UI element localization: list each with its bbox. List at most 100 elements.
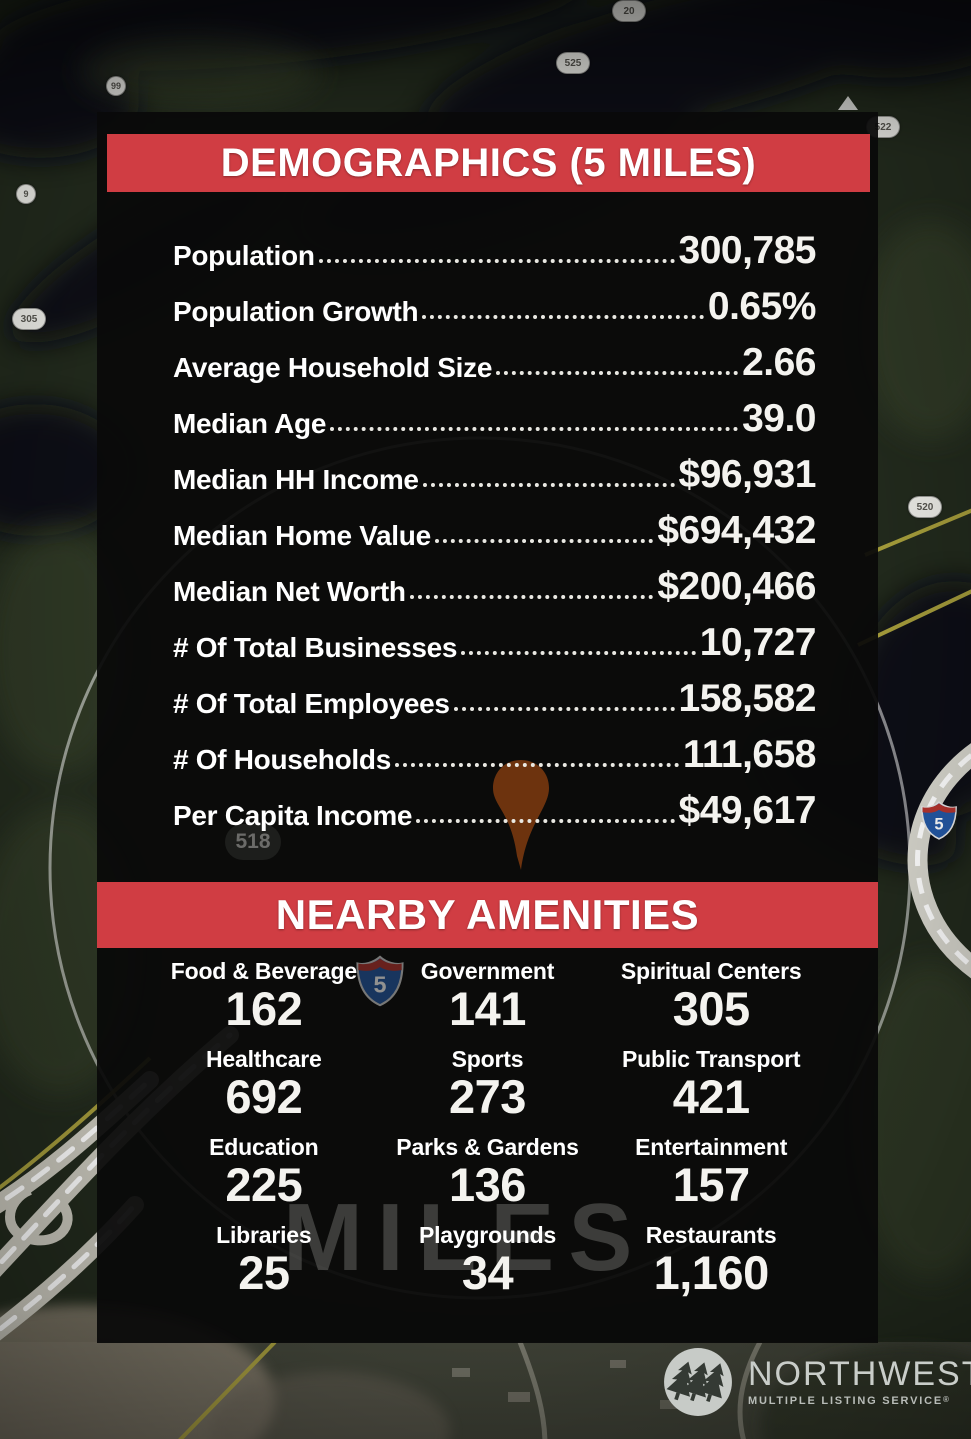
highway-badge-525: 525 — [556, 52, 590, 74]
map-pin-bleed-icon — [493, 760, 549, 870]
interstate-number: 5 — [374, 972, 387, 998]
amenity-food-beverage: Food & Beverage 162 — [152, 958, 376, 1046]
nwmls-logo-text: NORTHWEST MULTIPLE LISTING SERVICE® — [748, 1357, 971, 1407]
nwmls-trees-icon — [664, 1348, 732, 1416]
highway-badge-305: 305 — [12, 308, 46, 330]
amenity-count: 225 — [225, 1158, 303, 1212]
dotted-leader — [422, 315, 704, 319]
demo-row-total-businesses: # Of Total Businesses 10,727 — [173, 606, 817, 662]
map-marker-tip — [838, 96, 858, 110]
dotted-leader — [434, 539, 654, 543]
amenity-count: 273 — [449, 1070, 526, 1124]
amenity-label: Libraries — [216, 1222, 312, 1248]
registered-mark: ® — [942, 1395, 951, 1404]
amenity-healthcare: Healthcare 692 — [152, 1046, 376, 1134]
demo-label: Population Growth — [173, 296, 419, 327]
demo-label: Median HH Income — [173, 464, 419, 495]
amenity-label: Public Transport — [622, 1046, 801, 1072]
dotted-leader — [409, 595, 654, 599]
demo-value: 2.66 — [742, 341, 816, 384]
amenity-public-transport: Public Transport 421 — [599, 1046, 823, 1134]
demo-value: $96,931 — [678, 453, 817, 496]
map-bottom-urban-band — [0, 1305, 971, 1439]
nwmls-tagline-text: MULTIPLE LISTING SERVICE — [748, 1395, 943, 1407]
highway-badge-9: 9 — [16, 184, 36, 204]
highway-badge-518-bleed: 518 — [225, 824, 281, 860]
demographics-list: Population 300,785 Population Growth 0.6… — [173, 214, 817, 832]
amenities-title: NEARBY AMENITIES — [275, 891, 700, 938]
amenity-count: 157 — [672, 1158, 750, 1212]
demo-label: # Of Households — [173, 744, 391, 775]
amenities-grid: Food & Beverage 162 Government 141 Spiri… — [152, 958, 823, 1310]
amenity-sports: Sports 273 — [376, 1046, 600, 1134]
amenities-banner: NEARBY AMENITIES — [97, 882, 878, 948]
demo-value: 158,582 — [678, 677, 817, 720]
dotted-leader — [394, 763, 679, 767]
demo-value: 0.65% — [707, 285, 817, 328]
amenity-label: Parks & Gardens — [396, 1134, 579, 1160]
highway-badge-99: 99 — [106, 76, 126, 96]
interstate-shield-icon: 5 — [921, 801, 957, 840]
amenity-label: Government — [420, 958, 555, 984]
amenity-count: 141 — [449, 982, 526, 1036]
amenity-libraries: Libraries 25 — [152, 1222, 376, 1310]
amenity-spiritual-centers: Spiritual Centers 305 — [599, 958, 823, 1046]
demo-row-households: # Of Households 111,658 — [173, 718, 817, 776]
demo-value: $694,432 — [657, 509, 816, 552]
amenity-label: Spiritual Centers — [620, 958, 802, 984]
demographics-title: DEMOGRAPHICS (5 MILES) — [220, 140, 757, 185]
demo-label: Population — [173, 240, 315, 271]
dotted-leader — [416, 819, 675, 823]
amenity-government: Government 141 — [376, 958, 600, 1046]
amenity-label: Education — [209, 1134, 319, 1160]
demo-value: $49,617 — [678, 789, 817, 832]
amenity-count: 305 — [672, 982, 750, 1036]
dotted-leader — [330, 427, 739, 431]
amenity-label: Restaurants — [645, 1222, 777, 1248]
demo-value: $200,466 — [657, 565, 816, 608]
amenity-label: Sports — [451, 1046, 524, 1072]
amenity-entertainment: Entertainment 157 — [599, 1134, 823, 1222]
dotted-leader — [496, 371, 739, 375]
nwmls-logo: NORTHWEST MULTIPLE LISTING SERVICE® — [662, 1346, 971, 1418]
interstate-5-shield-bleed-icon: 5 — [356, 955, 404, 1007]
demo-label: Median Home Value — [173, 520, 431, 551]
demo-row-median-age: Median Age 39.0 — [173, 382, 816, 438]
amenity-count: 421 — [672, 1070, 750, 1124]
nwmls-tagline: MULTIPLE LISTING SERVICE® — [748, 1396, 971, 1407]
highway-badge-520: 520 — [908, 496, 942, 518]
demo-label: # Of Total Employees — [173, 688, 450, 719]
demo-value: 300,785 — [678, 229, 817, 272]
amenity-count: 136 — [449, 1158, 526, 1212]
highway-badge-20: 20 — [612, 0, 646, 22]
amenity-count: 34 — [461, 1246, 514, 1300]
amenity-label: Healthcare — [206, 1046, 322, 1072]
demo-label: Per Capita Income — [173, 800, 413, 831]
gray-local-roads — [517, 1340, 763, 1439]
amenity-label: Entertainment — [635, 1134, 788, 1160]
demo-value: 111,658 — [682, 733, 817, 776]
amenity-parks-gardens: Parks & Gardens 136 — [376, 1134, 600, 1222]
nwmls-name: NORTHWEST — [748, 1355, 971, 1393]
demo-value: 39.0 — [742, 397, 816, 440]
dotted-leader — [453, 707, 675, 711]
demo-row-median-net-worth: Median Net Worth $200,466 — [173, 550, 816, 606]
amenity-count: 1,160 — [653, 1246, 770, 1300]
amenity-count: 692 — [225, 1070, 303, 1124]
dotted-leader — [318, 259, 675, 263]
amenity-count: 162 — [225, 982, 303, 1036]
demo-row-avg-household-size: Average Household Size 2.66 — [173, 326, 816, 382]
demo-row-median-home-value: Median Home Value $694,432 — [173, 494, 816, 550]
miles-watermark: MILES — [283, 1184, 647, 1291]
amenity-education: Education 225 — [152, 1134, 376, 1222]
demographics-banner: DEMOGRAPHICS (5 MILES) — [107, 134, 870, 192]
amenity-restaurants: Restaurants 1,160 — [599, 1222, 823, 1310]
amenity-count: 25 — [238, 1246, 290, 1300]
amenity-playgrounds: Playgrounds 34 — [376, 1222, 600, 1310]
interstate-number: 5 — [934, 815, 943, 833]
demo-label: Average Household Size — [173, 352, 493, 383]
dotted-leader — [422, 483, 675, 487]
demo-row-population: Population 300,785 — [173, 214, 817, 272]
amenity-label: Food & Beverage — [170, 958, 357, 984]
